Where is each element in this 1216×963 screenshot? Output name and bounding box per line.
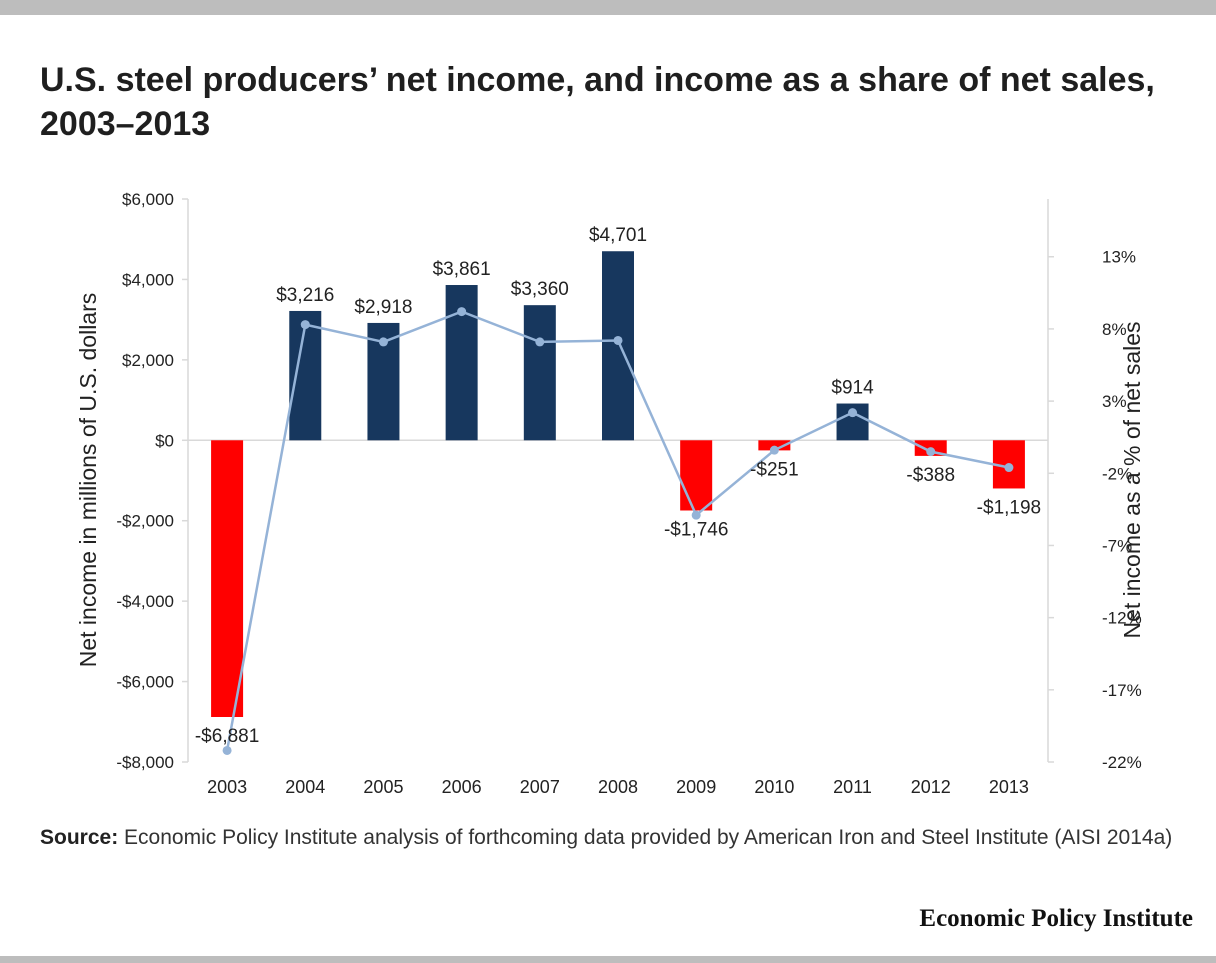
x-tick-label: 2012 <box>911 777 951 797</box>
x-tick-label: 2011 <box>833 777 872 797</box>
bars <box>211 251 1025 718</box>
line-point <box>769 445 779 455</box>
bar-positive <box>289 310 322 441</box>
bar-positive <box>602 251 634 441</box>
bar-negative <box>211 440 244 718</box>
x-tick-label: 2006 <box>442 777 482 797</box>
y-tick-label: -$8,000 <box>116 753 174 772</box>
y2-tick-label: 13% <box>1102 248 1136 267</box>
bar-value-label: $4,701 <box>589 225 647 246</box>
source-label: Source: <box>40 826 119 849</box>
y2-tick-label: -7% <box>1102 536 1132 555</box>
line-point <box>691 510 701 520</box>
bar-value-label: -$388 <box>906 465 955 486</box>
x-tick-label: 2013 <box>989 777 1029 797</box>
y2-tick-label: -2% <box>1102 464 1132 483</box>
line-point <box>535 337 545 347</box>
bar-negative <box>758 440 791 451</box>
y-tick-label: $0 <box>155 431 174 450</box>
axes: $6,000 $4,000 $2,000 $0 -$2,000 -$4,000 -$6,00… <box>116 190 1141 797</box>
y-tick-label: -$6,000 <box>116 673 174 692</box>
brand-logo-text: Economic Policy Institute <box>919 905 1193 932</box>
x-tick-label: 2003 <box>207 777 247 797</box>
x-tick-label: 2008 <box>598 777 638 797</box>
line-point <box>378 337 388 347</box>
x-tick-label: 2005 <box>363 777 403 797</box>
chart-title: U.S. steel producers’ net income, and in… <box>40 61 1155 143</box>
bar-value-label: -$251 <box>750 459 799 480</box>
top-border <box>0 0 1216 15</box>
y-tick-label: $2,000 <box>122 351 174 370</box>
bar-value-label: $914 <box>831 378 874 399</box>
y-tick-label: $6,000 <box>122 190 174 209</box>
y-tick-label: $4,000 <box>122 270 174 289</box>
data-labels: -$6,881 $3,216 $2,918 $3,861 $3,360 $4,701 -$1… <box>195 225 1041 747</box>
line-series <box>222 307 1014 755</box>
bar-value-label: -$1,198 <box>977 497 1041 518</box>
y2-tick-label: 8% <box>1102 320 1127 339</box>
bar-value-label: $3,360 <box>511 279 569 300</box>
line-point <box>848 408 858 418</box>
line-point <box>300 320 310 330</box>
y2-axis-label: Net income as a % of net sales <box>1119 321 1145 638</box>
bar-positive <box>523 305 556 441</box>
chart-svg: $6,000 $4,000 $2,000 $0 -$2,000 -$4,000 -$6,00… <box>75 190 1145 797</box>
line-point <box>613 335 623 345</box>
bar-value-label: -$1,746 <box>664 519 728 540</box>
line-point <box>1004 463 1014 473</box>
x-tick-label: 2010 <box>754 777 794 797</box>
y-tick-label: -$4,000 <box>116 592 174 611</box>
line-point <box>926 447 936 457</box>
line-point <box>457 307 467 317</box>
chart-area: $6,000 $4,000 $2,000 $0 -$2,000 -$4,000 -$6,00… <box>75 190 1145 797</box>
bar-negative <box>680 440 713 511</box>
y2-tick-label: -12% <box>1102 609 1142 628</box>
y2-tick-label: 3% <box>1102 392 1127 411</box>
source-text: Economic Policy Institute analysis of fo… <box>124 826 1173 849</box>
bar-value-label: $3,861 <box>433 259 491 280</box>
source-note: Source: Economic Policy Institute analys… <box>40 822 1180 853</box>
bar-value-label: $3,216 <box>276 285 334 306</box>
x-tick-label: 2007 <box>520 777 560 797</box>
y-axis-label: Net income in millions of U.S. dollars <box>75 293 101 668</box>
x-tick-label: 2004 <box>285 777 325 797</box>
y2-tick-label: -22% <box>1102 753 1142 772</box>
bar-value-label: $2,918 <box>354 297 412 318</box>
y2-tick-label: -17% <box>1102 681 1142 700</box>
bar-value-label: -$6,881 <box>195 726 259 747</box>
y-tick-label: -$2,000 <box>116 512 174 531</box>
line-point <box>222 745 232 755</box>
x-tick-label: 2009 <box>676 777 716 797</box>
bottom-border <box>0 956 1216 963</box>
